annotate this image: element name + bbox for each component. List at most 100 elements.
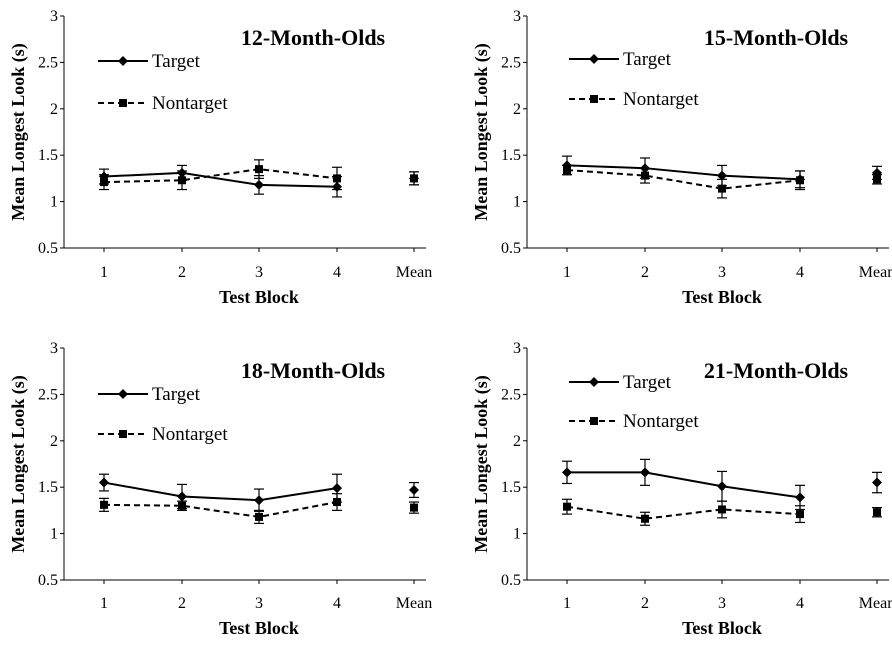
series-line [103, 171, 338, 188]
y-tick-label: 0.5 [501, 572, 521, 589]
x-axis-label: Test Block [219, 287, 299, 307]
series-line [567, 471, 801, 499]
data-point [99, 477, 109, 488]
x-tick-label: 4 [796, 595, 804, 612]
y-tick-label: 1.5 [38, 479, 58, 496]
legend: Target Nontarget [569, 372, 699, 432]
legend-marker-nontarget [590, 417, 598, 425]
data-point [254, 179, 264, 190]
chart-panel-4: 0.5 1 1.5 2 2.5 3 1 2 3 4 Mean Mean Longest Look (s… [471, 340, 892, 638]
y-tick-label: 0.5 [38, 572, 58, 589]
y-axis-label: Mean Longest Look (s) [471, 43, 492, 221]
x-tick-label: Mean [396, 595, 432, 612]
x-tick-label: 4 [333, 264, 341, 281]
mean-point [872, 477, 882, 488]
data-point [332, 483, 342, 494]
y-tick-label: 1.5 [501, 147, 521, 164]
data-point [178, 176, 186, 185]
series-nontarget [562, 164, 882, 199]
mean-point [409, 484, 419, 495]
data-point [255, 512, 263, 521]
mean-point [873, 175, 881, 184]
y-tick-label: 0.5 [38, 240, 58, 257]
data-point [717, 481, 727, 492]
data-point [717, 170, 727, 181]
y-tick-label: 1 [50, 194, 58, 211]
legend-label-target: Target [623, 49, 672, 70]
y-tick-label: 3 [50, 340, 58, 357]
legend-marker-nontarget [119, 430, 127, 438]
x-tick-label: 2 [178, 264, 186, 281]
x-tick-label: 3 [255, 595, 263, 612]
data-point [795, 492, 805, 503]
legend-label-nontarget: Nontarget [152, 424, 228, 445]
y-axis-label: Mean Longest Look (s) [8, 375, 29, 553]
data-point [718, 505, 726, 514]
data-point [100, 500, 108, 509]
x-tick-label: 2 [641, 595, 649, 612]
chart-panel-3: 0.5 1 1.5 2 2.5 3 1 2 3 4 Mean Mean Longest Look (s… [8, 340, 432, 638]
x-tick-label: 1 [100, 595, 108, 612]
x-tick-label: 3 [255, 264, 263, 281]
legend-label-target: Target [152, 384, 201, 405]
y-tick-label: 2 [513, 101, 521, 118]
chart-panel-1: 0.5 1 1.5 2 2.5 3 1 2 3 4 Mean Mean Longest Look (s… [8, 8, 432, 307]
data-point [796, 510, 804, 519]
chart-title: 12-Month-Olds [241, 25, 386, 50]
series-line [566, 169, 801, 190]
mean-point [873, 508, 881, 517]
x-tick-label: 2 [178, 595, 186, 612]
legend-marker-target [589, 377, 599, 387]
y-tick-label: 3 [513, 340, 521, 357]
x-axis-label: Test Block [219, 618, 299, 638]
x-tick-label: 2 [641, 264, 649, 281]
series-nontarget [562, 498, 882, 526]
chart-title: 15-Month-Olds [704, 25, 849, 50]
legend: Target Nontarget [569, 49, 699, 110]
x-tick-label: 4 [796, 264, 804, 281]
y-tick-label: 2.5 [38, 54, 58, 71]
series-nontarget [99, 159, 419, 191]
y-tick-label: 3 [513, 8, 521, 25]
legend-marker-target [589, 54, 599, 64]
legend-marker-target [118, 56, 128, 66]
series-line [103, 168, 338, 184]
data-point [255, 165, 263, 174]
x-tick-label: 3 [718, 595, 726, 612]
y-axis-label: Mean Longest Look (s) [8, 43, 29, 221]
legend-marker-nontarget [119, 99, 127, 107]
y-tick-label: 0.5 [501, 240, 521, 257]
y-tick-label: 1.5 [38, 147, 58, 164]
data-point [100, 178, 108, 187]
series-line [566, 505, 801, 520]
legend-label-nontarget: Nontarget [623, 89, 699, 110]
mean-point [410, 503, 418, 512]
mean-point [410, 174, 418, 183]
y-tick-label: 2 [513, 433, 521, 450]
series-line [103, 481, 338, 502]
x-tick-label: 1 [563, 595, 571, 612]
y-tick-label: 3 [50, 8, 58, 25]
legend: Target Nontarget [98, 51, 228, 114]
data-point [333, 174, 341, 183]
series-line [103, 501, 338, 518]
data-point [254, 495, 264, 506]
y-tick-label: 1.5 [501, 479, 521, 496]
legend-label-target: Target [152, 51, 201, 72]
x-tick-label: 3 [718, 264, 726, 281]
x-tick-label: Mean [859, 595, 892, 612]
y-tick-label: 2.5 [38, 386, 58, 403]
y-axis-label: Mean Longest Look (s) [471, 375, 492, 553]
x-tick-label: 1 [100, 264, 108, 281]
x-axis-label: Test Block [682, 287, 762, 307]
y-tick-label: 2.5 [501, 54, 521, 71]
series-target [562, 458, 882, 511]
y-tick-label: 2.5 [501, 386, 521, 403]
y-tick-label: 2 [50, 101, 58, 118]
legend: Target Nontarget [98, 384, 228, 445]
chart-panel-2: 0.5 1 1.5 2 2.5 3 1 2 3 4 Mean Mean Longest Look (s… [471, 8, 892, 307]
data-point [333, 498, 341, 507]
legend-label-nontarget: Nontarget [152, 93, 228, 114]
data-point [562, 467, 572, 478]
